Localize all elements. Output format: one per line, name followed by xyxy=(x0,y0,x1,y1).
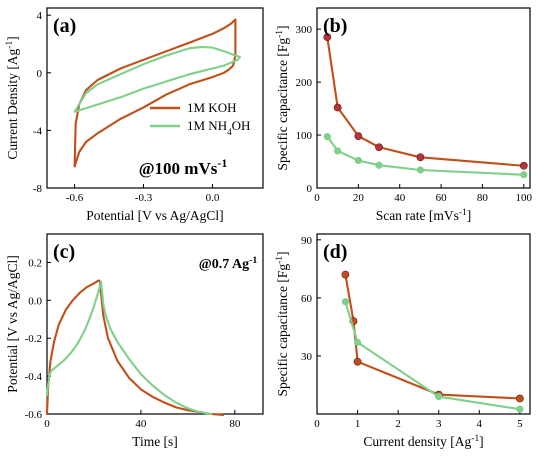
data-point xyxy=(334,147,342,155)
panel-a: -0.6 -0.3 0.0 -8 -4 0 4 Potential [V vs Ag/AgCl… xyxy=(5,7,264,223)
data-point xyxy=(333,103,342,112)
x-tick-label: 0 xyxy=(314,192,320,204)
data-point xyxy=(341,298,349,306)
x-tick-label: 5 xyxy=(517,418,523,430)
y-tick-label: 0.2 xyxy=(28,257,42,269)
x-tick-label: 0 xyxy=(314,418,320,430)
y-tick-label: 200 xyxy=(296,77,313,89)
data-point xyxy=(516,405,524,413)
y-axis-label: Potential [V vs Ag/AgCl] xyxy=(5,255,20,392)
x-tick-label: 60 xyxy=(436,192,448,204)
data-point xyxy=(323,33,332,42)
y-axis-label: Specific capacitance [Fg-1] xyxy=(275,251,290,396)
data-point xyxy=(353,357,362,366)
x-axis-label: Current density [Ag-1] xyxy=(363,434,483,449)
panel-label: (a) xyxy=(53,15,76,37)
y-tick-label: 90 xyxy=(301,235,313,247)
data-point xyxy=(519,161,528,170)
data-point xyxy=(435,392,443,401)
data-point xyxy=(354,132,363,141)
series-line-nh4oh xyxy=(344,300,521,411)
data-point xyxy=(416,166,424,174)
series-line-nh4oh xyxy=(73,45,242,113)
y-tick-label: -0.6 xyxy=(25,409,43,421)
series-line-koh xyxy=(326,36,525,167)
y-tick-label: 100 xyxy=(296,130,313,142)
plot-frame xyxy=(46,233,264,415)
data-point xyxy=(520,171,528,179)
series-line-nh4oh xyxy=(326,135,525,176)
data-point xyxy=(353,338,362,346)
series-line-koh xyxy=(344,273,521,400)
series-line-nh4oh xyxy=(45,280,213,416)
panel-label: (d) xyxy=(323,241,347,263)
series-line-koh xyxy=(45,279,225,416)
panel-d: 0 1 2 3 4 5 30 60 90 Current density [Ag-1] Specif… xyxy=(275,233,531,449)
y-tick-label: 60 xyxy=(301,293,313,305)
x-tick-label: 4 xyxy=(477,418,483,430)
panel-label: (c) xyxy=(53,241,75,263)
plot-frame xyxy=(316,233,531,415)
current-annotation: @0.7 Ag-1 xyxy=(199,255,258,273)
y-tick-label: -0.2 xyxy=(25,333,42,345)
panel-c: 0 40 80 -0.6 -0.4 -0.2 0.0 0.2 Time [s] Potential… xyxy=(5,233,264,449)
x-tick-label: 3 xyxy=(436,418,442,430)
y-tick-label: -4 xyxy=(33,125,43,137)
x-tick-label: -0.3 xyxy=(135,192,153,204)
data-point xyxy=(515,394,524,403)
scan-rate-annotation: @100 mVs-1 xyxy=(139,156,228,178)
panel-label: (b) xyxy=(323,15,347,37)
y-tick-label: 300 xyxy=(296,24,313,36)
x-tick-label: 2 xyxy=(395,418,401,430)
plot-frame xyxy=(46,7,264,189)
x-tick-label: 40 xyxy=(394,192,406,204)
x-tick-label: 40 xyxy=(135,418,147,430)
data-point xyxy=(375,143,383,152)
x-tick-label: -0.6 xyxy=(66,192,84,204)
data-point xyxy=(416,153,425,162)
plot-frame xyxy=(316,7,531,189)
legend-label: 1M NH4OH xyxy=(187,118,250,137)
x-tick-label: 20 xyxy=(353,192,365,204)
y-tick-label: 4 xyxy=(37,10,43,22)
y-tick-label: 30 xyxy=(301,351,313,363)
panel-b: 0 20 40 60 80 100 0 100 200 300 Scan rate [mVs-1] S… xyxy=(275,7,533,223)
data-point xyxy=(375,161,383,169)
x-tick-label: 80 xyxy=(477,192,489,204)
x-tick-label: 100 xyxy=(516,192,533,204)
legend-label: 1M KOH xyxy=(187,100,236,115)
y-axis-label: Current Density [Ag-1] xyxy=(5,36,20,159)
x-axis-label: Scan rate [mVs-1] xyxy=(376,208,472,223)
x-axis-label: Potential [V vs Ag/AgCl] xyxy=(86,208,223,223)
x-tick-label: 0 xyxy=(44,418,50,430)
x-tick-label: 80 xyxy=(229,418,241,430)
data-point xyxy=(354,156,362,165)
y-tick-label: 0 xyxy=(37,68,43,80)
y-tick-label: 0 xyxy=(307,183,313,195)
data-point xyxy=(323,133,331,141)
series-line-koh xyxy=(73,18,237,168)
x-tick-label: 0.0 xyxy=(206,192,220,204)
legend: 1M KOH 1M NH4OH xyxy=(150,100,250,137)
y-axis-label: Specific capacitance [Fg-1] xyxy=(275,25,290,170)
y-tick-label: -0.4 xyxy=(25,371,43,383)
x-tick-label: 1 xyxy=(355,418,361,430)
data-point xyxy=(341,270,350,279)
y-tick-label: -8 xyxy=(33,183,43,195)
x-axis-label: Time [s] xyxy=(132,434,178,449)
y-tick-label: 0.0 xyxy=(28,295,42,307)
